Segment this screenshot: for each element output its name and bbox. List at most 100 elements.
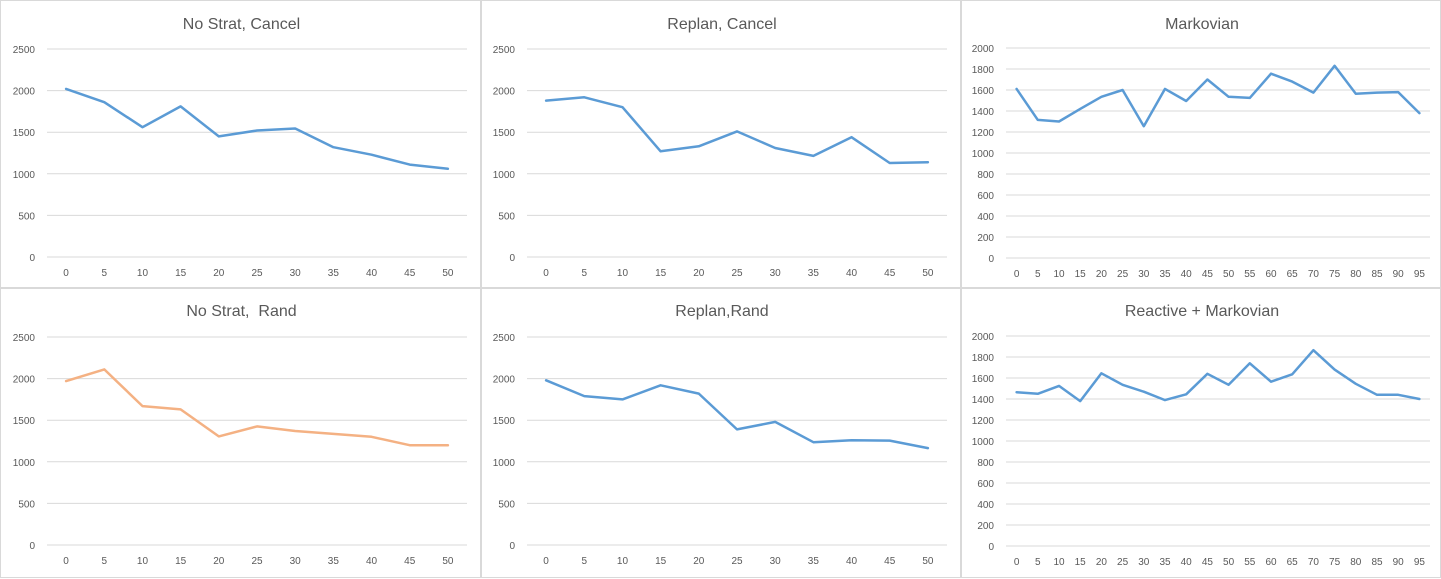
y-tick-label: 1000 [972,437,995,448]
x-tick-label: 20 [1096,557,1108,568]
y-tick-label: 1500 [493,416,516,427]
x-tick-label: 50 [1223,269,1235,280]
x-tick-label: 90 [1393,269,1405,280]
y-tick-label: 600 [977,191,994,202]
y-tick-label: 2500 [493,45,516,56]
y-tick-label: 500 [18,499,35,510]
x-tick-label: 15 [175,556,187,567]
x-tick-label: 5 [581,556,587,567]
y-tick-label: 1800 [972,353,995,364]
x-tick-label: 45 [404,268,416,279]
x-tick-label: 10 [137,556,149,567]
y-tick-label: 500 [498,211,515,222]
x-tick-label: 40 [1181,557,1193,568]
y-tick-label: 400 [977,500,994,511]
y-tick-label: 1200 [972,128,995,139]
y-tick-label: 2000 [972,332,995,343]
chart-title: Replan,Rand [675,303,768,320]
x-tick-label: 20 [213,556,225,567]
x-tick-label: 50 [1223,557,1235,568]
x-tick-label: 5 [1035,557,1041,568]
x-tick-label: 45 [404,556,416,567]
x-tick-label: 75 [1329,269,1341,280]
x-tick-label: 15 [1075,557,1087,568]
y-tick-label: 600 [977,479,994,490]
x-tick-label: 25 [251,268,263,279]
x-tick-label: 45 [1202,557,1214,568]
y-tick-label: 1200 [972,416,995,427]
y-tick-label: 1800 [972,65,995,76]
x-tick-label: 35 [328,556,340,567]
x-tick-label: 20 [213,268,225,279]
x-tick-label: 10 [137,268,149,279]
y-tick-label: 500 [498,499,515,510]
x-tick-label: 30 [770,556,782,567]
x-tick-label: 80 [1350,557,1362,568]
x-tick-label: 50 [922,556,934,567]
x-tick-label: 85 [1371,557,1383,568]
series-line [1017,350,1420,401]
x-tick-label: 10 [1053,557,1065,568]
series-line [546,380,928,448]
x-tick-label: 25 [251,556,263,567]
y-tick-label: 1000 [13,170,36,181]
y-tick-label: 1400 [972,395,995,406]
y-tick-label: 1500 [493,128,516,139]
x-tick-label: 50 [922,268,934,279]
series-line [66,369,448,445]
x-tick-label: 35 [1159,269,1171,280]
series-line [546,97,928,163]
x-tick-label: 95 [1414,269,1426,280]
x-tick-label: 0 [543,556,549,567]
x-tick-label: 45 [884,268,896,279]
x-tick-label: 30 [1138,557,1150,568]
x-tick-label: 25 [1117,269,1129,280]
x-tick-label: 35 [328,268,340,279]
y-tick-label: 1600 [972,374,995,385]
y-tick-label: 0 [988,542,994,553]
y-tick-label: 0 [509,253,515,264]
x-tick-label: 95 [1414,557,1426,568]
y-tick-label: 1000 [972,149,995,160]
x-tick-label: 70 [1308,269,1320,280]
y-tick-label: 1000 [13,458,36,469]
x-tick-label: 90 [1393,557,1405,568]
y-tick-label: 1400 [972,107,995,118]
x-tick-label: 0 [1014,557,1020,568]
x-tick-label: 55 [1244,557,1256,568]
x-tick-label: 40 [1181,269,1193,280]
x-tick-label: 30 [290,268,302,279]
x-tick-label: 55 [1244,269,1256,280]
x-tick-label: 20 [693,268,705,279]
x-tick-label: 85 [1371,269,1383,280]
series-line [66,89,448,169]
x-tick-label: 15 [1075,269,1087,280]
y-tick-label: 0 [29,541,35,552]
x-tick-label: 10 [1053,269,1065,280]
x-tick-label: 60 [1265,557,1277,568]
y-tick-label: 2000 [493,87,516,98]
x-tick-label: 80 [1350,269,1362,280]
x-tick-label: 40 [846,268,858,279]
x-tick-label: 30 [770,268,782,279]
series-line [1017,66,1420,126]
x-tick-label: 30 [290,556,302,567]
x-tick-label: 40 [846,556,858,567]
x-tick-label: 40 [366,556,378,567]
y-tick-label: 1500 [13,128,36,139]
chart-title: No Strat, Rand [186,303,296,320]
y-tick-label: 0 [29,253,35,264]
chart-title: No Strat, Cancel [183,16,300,33]
x-tick-label: 65 [1287,269,1299,280]
x-tick-label: 45 [1202,269,1214,280]
x-tick-label: 50 [442,268,454,279]
y-tick-label: 2000 [13,87,36,98]
x-tick-label: 35 [808,268,820,279]
